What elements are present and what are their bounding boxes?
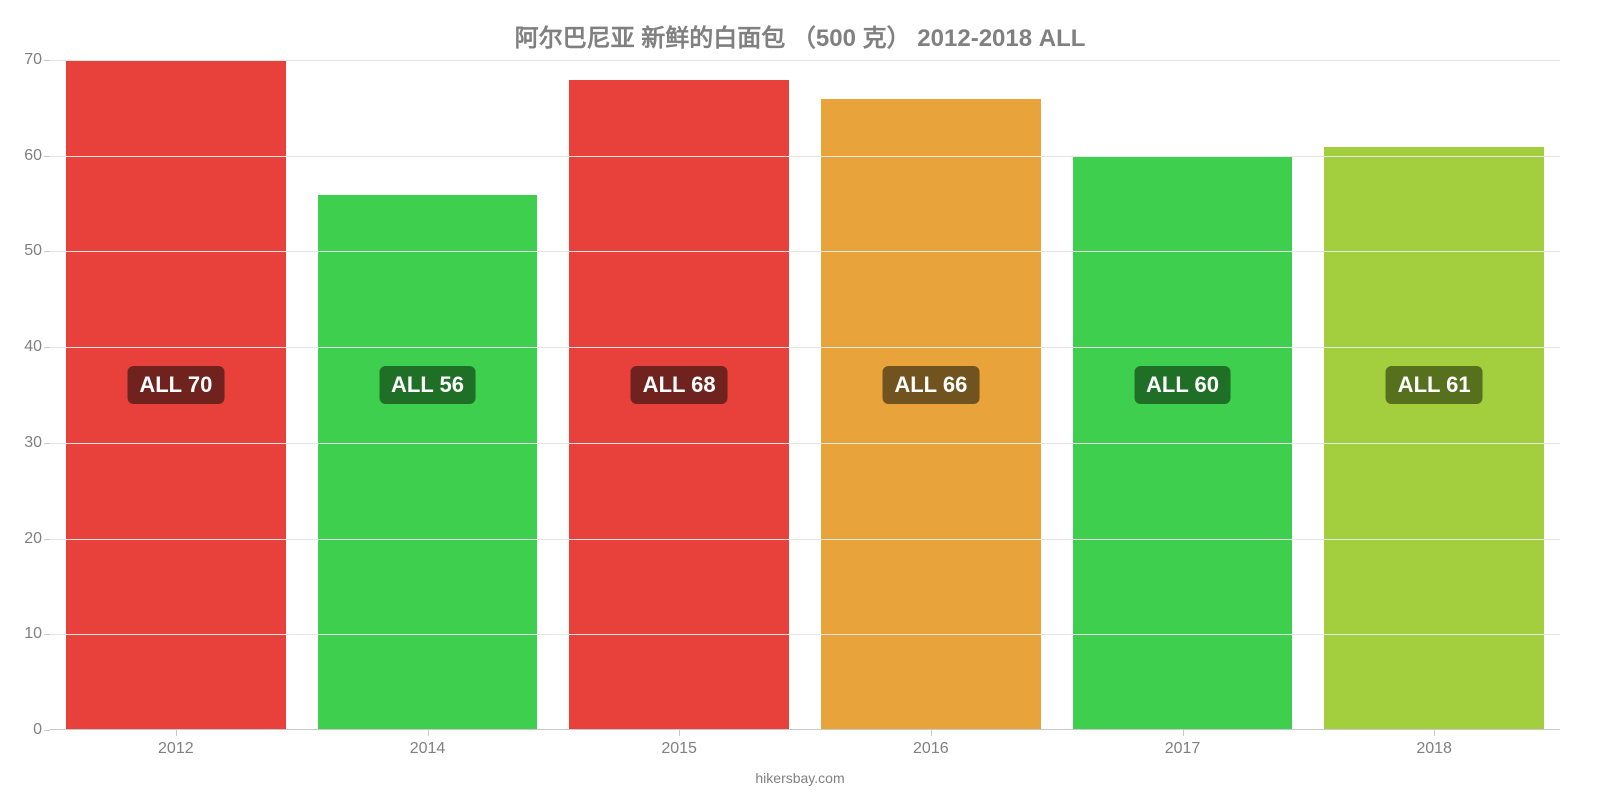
chart-title: 阿尔巴尼亚 新鲜的白面包 （500 克） 2012-2018 ALL (0, 18, 1600, 53)
grid-line (50, 60, 1560, 61)
bar-chart: 阿尔巴尼亚 新鲜的白面包 （500 克） 2012-2018 ALL 01020… (0, 0, 1600, 800)
x-axis-line (50, 729, 1560, 730)
x-axis-label: 2016 (913, 730, 949, 758)
grid-line (50, 156, 1560, 157)
x-axis-label: 2017 (1165, 730, 1201, 758)
attribution-text: hikersbay.com (0, 770, 1600, 786)
grid-line (50, 251, 1560, 252)
data-label-badge: ALL 56 (379, 366, 476, 404)
bar (568, 79, 789, 730)
y-tick-label: 10 (24, 625, 50, 643)
bar (1323, 146, 1544, 730)
data-label-badge: ALL 70 (127, 366, 224, 404)
x-axis-label: 2015 (661, 730, 697, 758)
y-tick-label: 30 (24, 434, 50, 452)
plot-area: 0102030405060702012ALL 702014ALL 562015A… (50, 60, 1560, 730)
data-label-badge: ALL 66 (882, 366, 979, 404)
x-axis-label: 2012 (158, 730, 194, 758)
y-tick-label: 20 (24, 530, 50, 548)
bar (317, 194, 538, 730)
y-tick-label: 60 (24, 147, 50, 165)
grid-line (50, 539, 1560, 540)
x-axis-label: 2014 (410, 730, 446, 758)
x-axis-label: 2018 (1416, 730, 1452, 758)
data-label-badge: ALL 60 (1134, 366, 1231, 404)
grid-line (50, 443, 1560, 444)
data-label-badge: ALL 61 (1386, 366, 1483, 404)
y-tick-label: 40 (24, 338, 50, 356)
y-tick-label: 0 (33, 721, 50, 739)
bars-layer (50, 60, 1560, 730)
data-label-badge: ALL 68 (631, 366, 728, 404)
y-tick-label: 50 (24, 242, 50, 260)
grid-line (50, 347, 1560, 348)
y-tick-label: 70 (24, 51, 50, 69)
grid-line (50, 634, 1560, 635)
